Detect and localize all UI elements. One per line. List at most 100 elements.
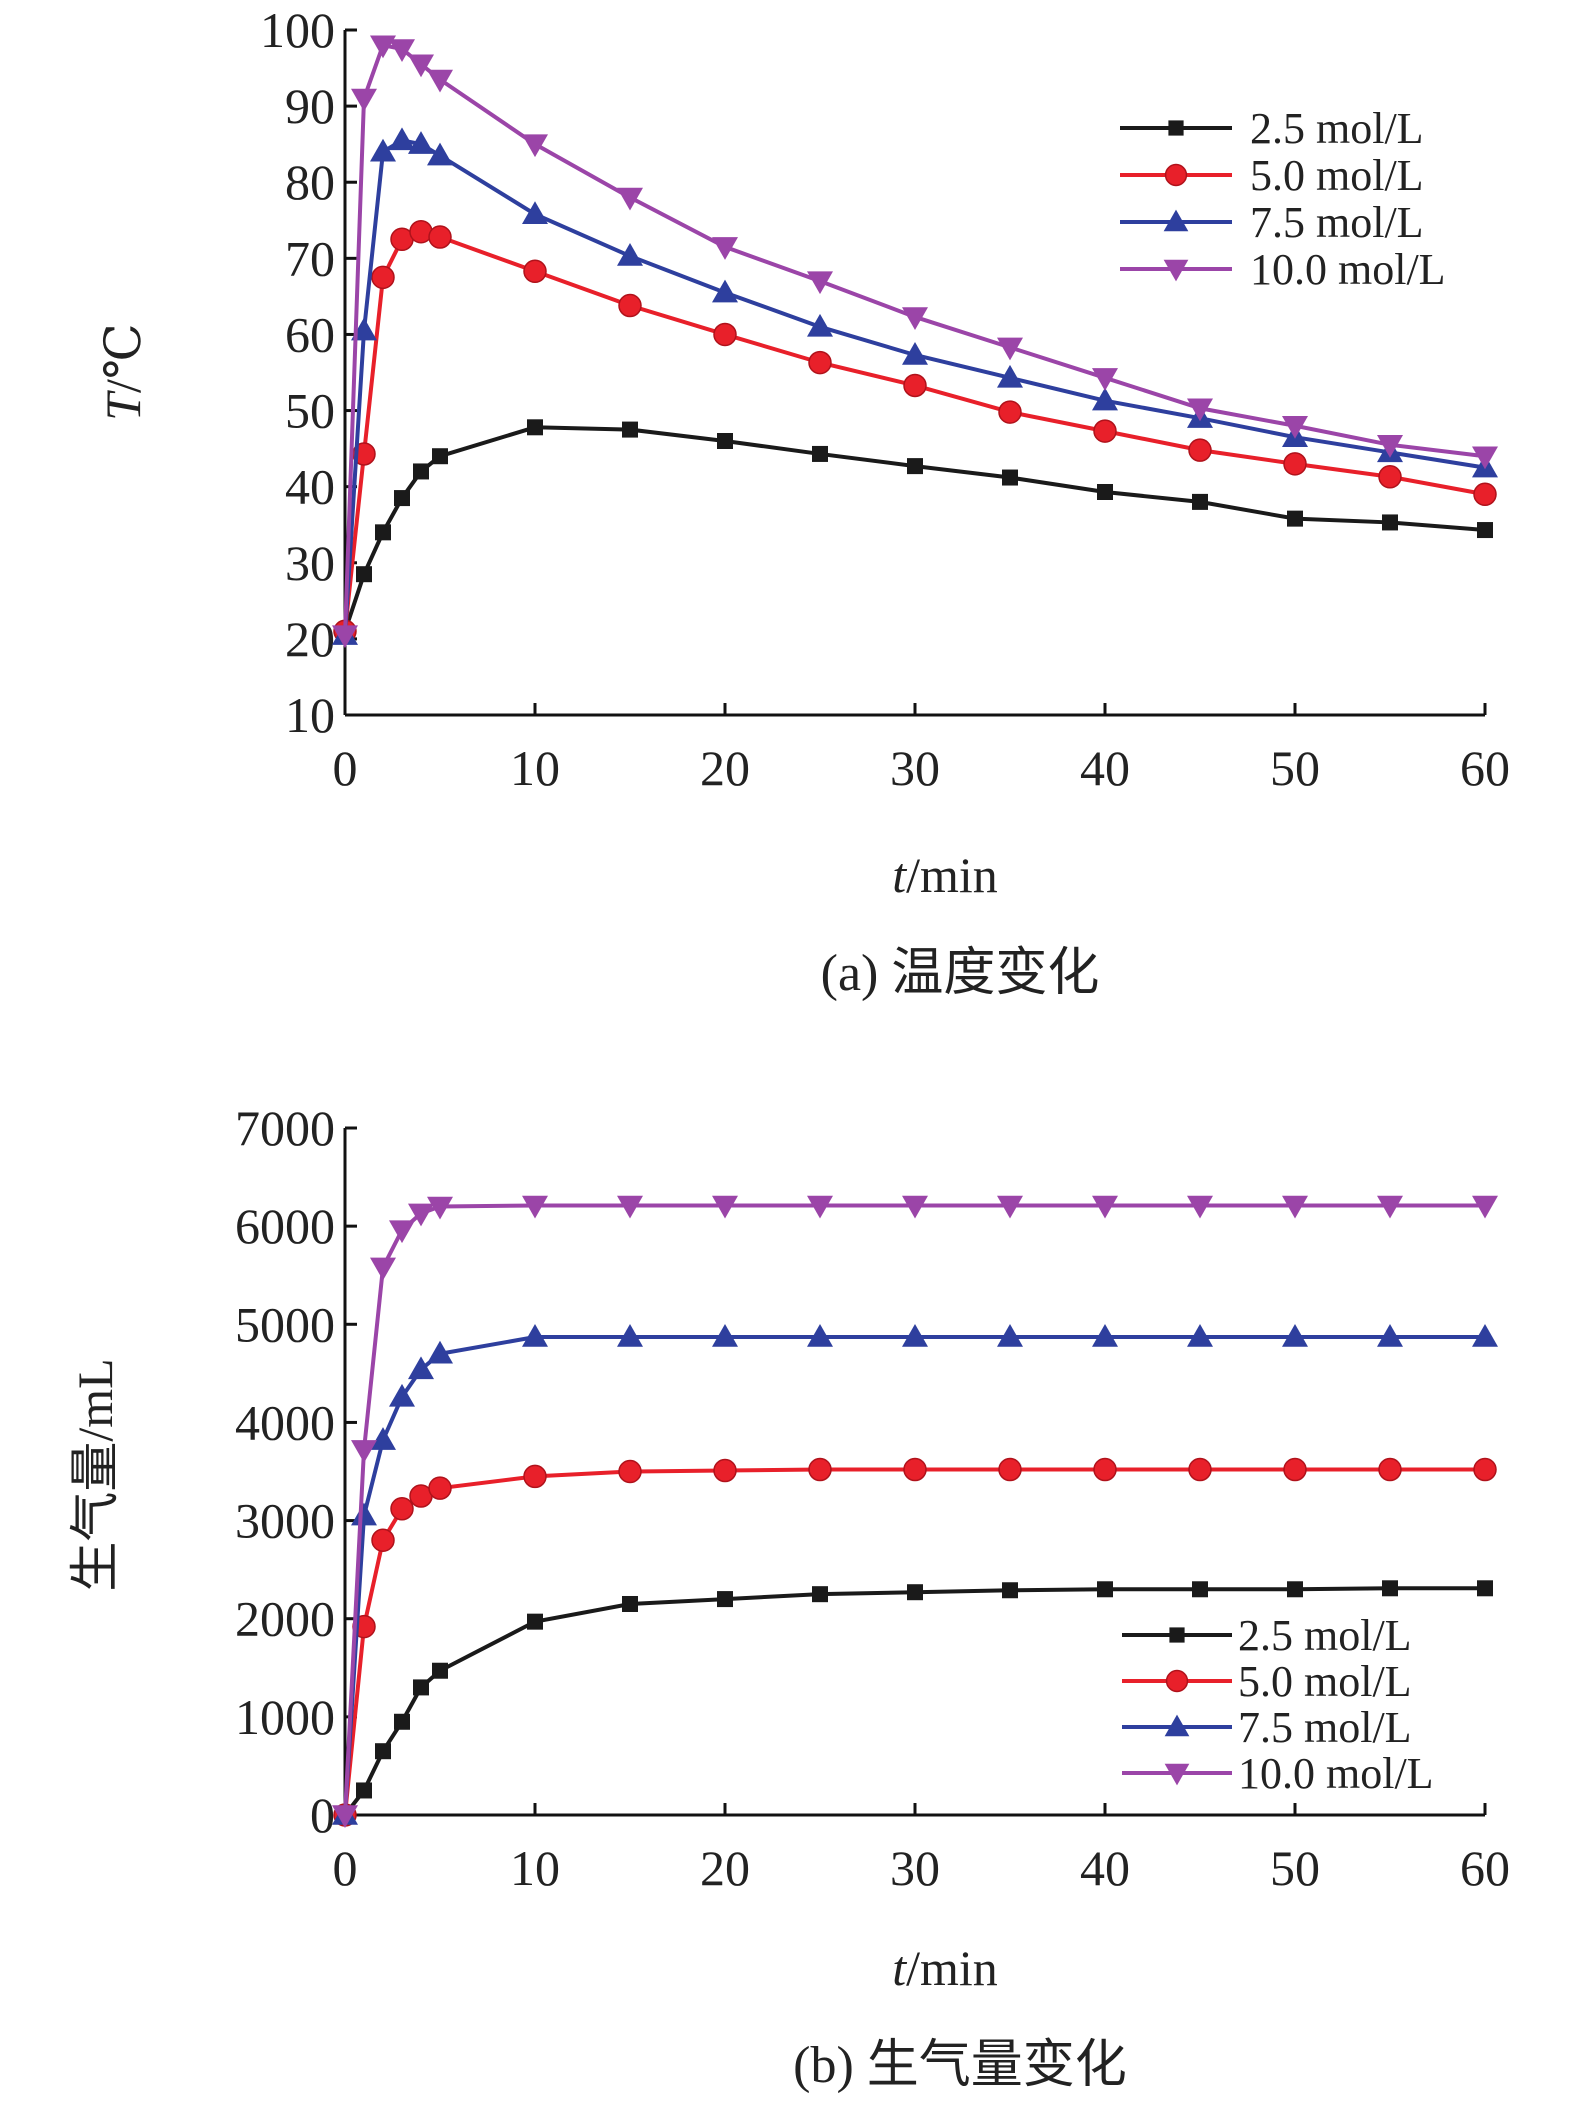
data-point [1192,493,1208,510]
data-point [1192,1581,1208,1598]
data-point [1282,1324,1308,1347]
data-point [997,337,1023,361]
data-point [617,243,643,266]
data-point [717,433,733,449]
data-point [1093,1457,1117,1482]
data-point [907,458,923,475]
legend-marker [1164,163,1188,187]
legend-label: 10.0 mol/L [1238,1749,1434,1798]
panel-gas-volume-chart: 0 1000 2000 3000 4000 5000 6000 7000 0 10 20 30 40 50… [67,1100,1510,2094]
data-point [617,1195,643,1219]
data-point [1473,1457,1497,1482]
data-point [807,1324,833,1347]
data-point [1473,482,1497,507]
data-point [1377,1195,1403,1219]
data-point [713,1458,737,1483]
data-point [807,1195,833,1219]
data-point [1282,1195,1308,1219]
data-point [1092,1324,1118,1347]
data-point [408,131,434,154]
data-point [712,279,738,303]
data-point [712,1324,738,1347]
data-point [807,271,833,295]
data-point [998,400,1022,424]
data-point [370,35,396,59]
data-point [1092,368,1118,391]
data-point [432,1662,448,1679]
data-point [389,1383,415,1407]
data-point [1002,1582,1018,1599]
legend-label: 2.5 mol/L [1250,104,1424,153]
x-tick-label: 50 [1270,1840,1320,1896]
data-point [902,307,928,330]
data-point [527,419,543,436]
data-point [807,313,833,337]
x-axis-label: t/min [892,847,998,903]
data-point [902,1195,928,1219]
data-point [427,69,453,93]
data-point [617,1324,643,1347]
legend-label: 7.5 mol/L [1238,1703,1412,1752]
data-point [618,293,642,318]
legend-marker [1163,259,1189,282]
data-point [371,1528,395,1552]
data-point [351,1502,377,1526]
x-tick-label: 20 [700,740,750,796]
legend-marker [1169,1627,1185,1643]
legend: 2.5 mol/L5.0 mol/L7.5 mol/L10.0 mol/L [1122,1611,1434,1798]
legend-marker [1164,1763,1190,1786]
data-point [408,1356,434,1380]
data-point [808,350,832,375]
data-point [427,142,453,166]
data-point [527,1613,543,1630]
legend-marker [1164,1714,1190,1737]
data-point [370,138,396,162]
data-point [1187,398,1213,422]
data-point [812,1586,828,1603]
data-point [712,1195,738,1219]
data-point [389,39,415,63]
data-point [1097,483,1113,500]
data-point [522,1195,548,1219]
data-point [903,1457,927,1482]
data-point [413,1679,429,1696]
data-point [394,1713,410,1730]
data-point [1477,522,1493,539]
data-point [1287,510,1303,527]
data-point [712,237,738,260]
data-point [428,1476,452,1500]
data-point [522,201,548,224]
data-point [1382,1580,1398,1597]
data-point [1092,1195,1118,1219]
data-point [622,421,638,438]
data-point [1188,1457,1212,1482]
legend-marker [1163,209,1189,232]
x-axis-label: t/min [892,1940,998,1996]
data-point [371,265,395,290]
data-point [1287,1581,1303,1598]
data-point [1188,438,1212,462]
data-point [389,1220,415,1244]
data-point [1092,387,1118,411]
data-point [1097,1581,1113,1598]
data-point [375,1743,391,1760]
panel-caption: (b) 生气量变化 [793,2037,1127,2094]
y-tick-label: 1000 [235,1689,335,1745]
data-point [617,187,643,211]
y-axis-label: T/℃ [95,323,151,421]
x-tick-label: 30 [890,740,940,796]
y-tick-label: 4000 [235,1394,335,1450]
data-point [332,1805,358,1828]
y-axis-label: 生气量/mL [67,1358,123,1591]
data-point [902,1324,928,1347]
data-point [351,1440,377,1463]
data-point [1377,1324,1403,1347]
y-tick-label: 90 [285,78,335,134]
data-point [1477,1580,1493,1597]
y-tick-label: 5000 [235,1296,335,1352]
data-point [1472,446,1498,470]
data-point [903,373,927,398]
